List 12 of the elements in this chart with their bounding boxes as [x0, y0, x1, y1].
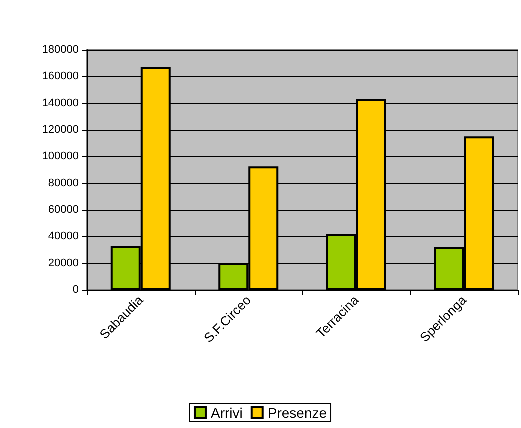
y-tick-label: 180000 [42, 44, 79, 56]
y-tick-label: 60000 [48, 204, 79, 216]
y-tick-label: 140000 [42, 97, 79, 110]
y-tick-label: 160000 [42, 70, 79, 83]
legend-label: Presenze [268, 405, 328, 421]
legend-label: Arrivi [210, 405, 243, 421]
y-tick-label: 0 [72, 284, 79, 296]
y-tick-label: 20000 [48, 257, 79, 270]
y-tick-label: 40000 [48, 230, 79, 243]
y-tick-label: 120000 [42, 124, 79, 136]
y-tick-label: 80000 [48, 177, 79, 190]
y-tick-label: 100000 [42, 150, 79, 163]
